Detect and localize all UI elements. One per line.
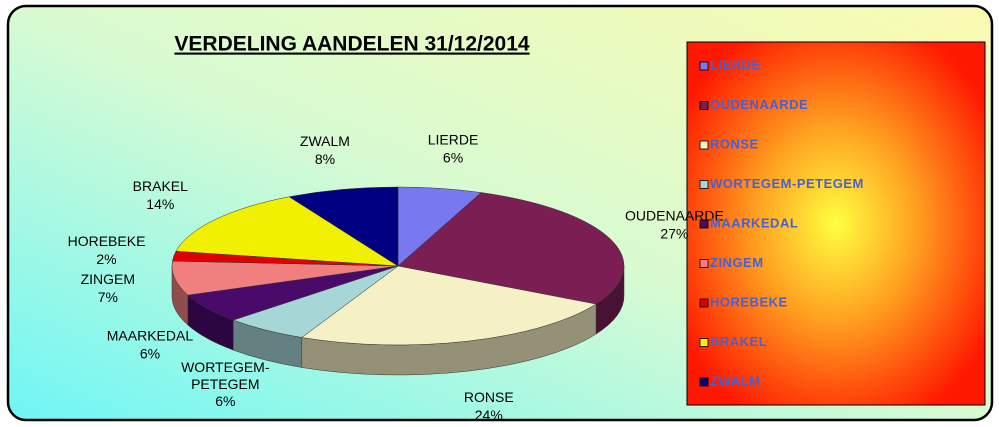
pie-slice	[301, 265, 597, 346]
legend-swatch	[699, 61, 709, 71]
legend-label: ZINGEM	[710, 255, 764, 270]
slice-label: ZINGEM	[81, 271, 135, 287]
pie-slice	[288, 186, 399, 267]
legend-swatch	[699, 180, 709, 189]
legend-label: ZWALM	[710, 373, 760, 388]
slice-value-label: 6%	[443, 149, 463, 165]
legend-swatch	[699, 140, 709, 150]
slice-label: LIERDE	[428, 131, 479, 147]
legend-swatch	[699, 219, 709, 229]
slice-label: MAARKEDAL	[107, 327, 194, 343]
slice-label: WORTEGEM-PETEGEM	[181, 359, 270, 392]
slice-value-label: 2%	[96, 251, 116, 267]
slice-label: RONSE	[464, 389, 514, 405]
slice-value-label: 24%	[475, 407, 503, 423]
legend-label: OUDENAARDE	[710, 97, 808, 112]
slice-value-label: 14%	[146, 196, 174, 212]
slice-label: OUDENAARDE	[625, 208, 724, 224]
chart-title: VERDELING AANDELEN 31/12/2014	[174, 33, 529, 56]
legend-swatch	[699, 259, 709, 268]
legend-box	[686, 41, 986, 406]
legend-swatch	[699, 338, 709, 347]
legend-label: WORTEGEM-PETEGEM	[710, 176, 864, 191]
legend-swatch	[699, 377, 709, 387]
legend-label: RONSE	[710, 136, 759, 151]
pie-slice	[175, 196, 399, 267]
slice-label: HOREBEKE	[68, 233, 146, 249]
pie-slice	[397, 192, 625, 305]
legend-label: BRAKEL	[710, 334, 767, 349]
slice-value-label: 8%	[315, 151, 335, 167]
legend-label: MAARKEDAL	[710, 215, 798, 230]
slice-value-label: 6%	[215, 393, 235, 409]
legend-swatch	[699, 101, 709, 110]
legend-label: HOREBEKE	[710, 294, 788, 309]
slice-label: ZWALM	[300, 133, 350, 149]
legend-label: LIERDE	[710, 57, 761, 72]
legend-swatch	[699, 298, 709, 308]
slice-value-label: 7%	[98, 289, 118, 305]
slice-value-label: 6%	[140, 345, 160, 361]
slice-label: BRAKEL	[133, 178, 188, 194]
slice-value-label: 27%	[660, 226, 688, 242]
